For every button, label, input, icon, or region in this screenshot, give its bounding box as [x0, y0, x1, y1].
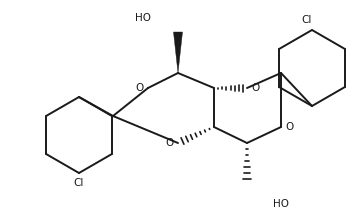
Text: HO: HO — [273, 199, 289, 209]
Text: O: O — [251, 83, 259, 93]
Polygon shape — [173, 32, 183, 73]
Text: HO: HO — [135, 13, 151, 23]
Text: O: O — [136, 83, 144, 93]
Text: O: O — [285, 122, 293, 132]
Text: Cl: Cl — [302, 15, 312, 25]
Text: O: O — [166, 138, 174, 148]
Text: Cl: Cl — [74, 178, 84, 188]
